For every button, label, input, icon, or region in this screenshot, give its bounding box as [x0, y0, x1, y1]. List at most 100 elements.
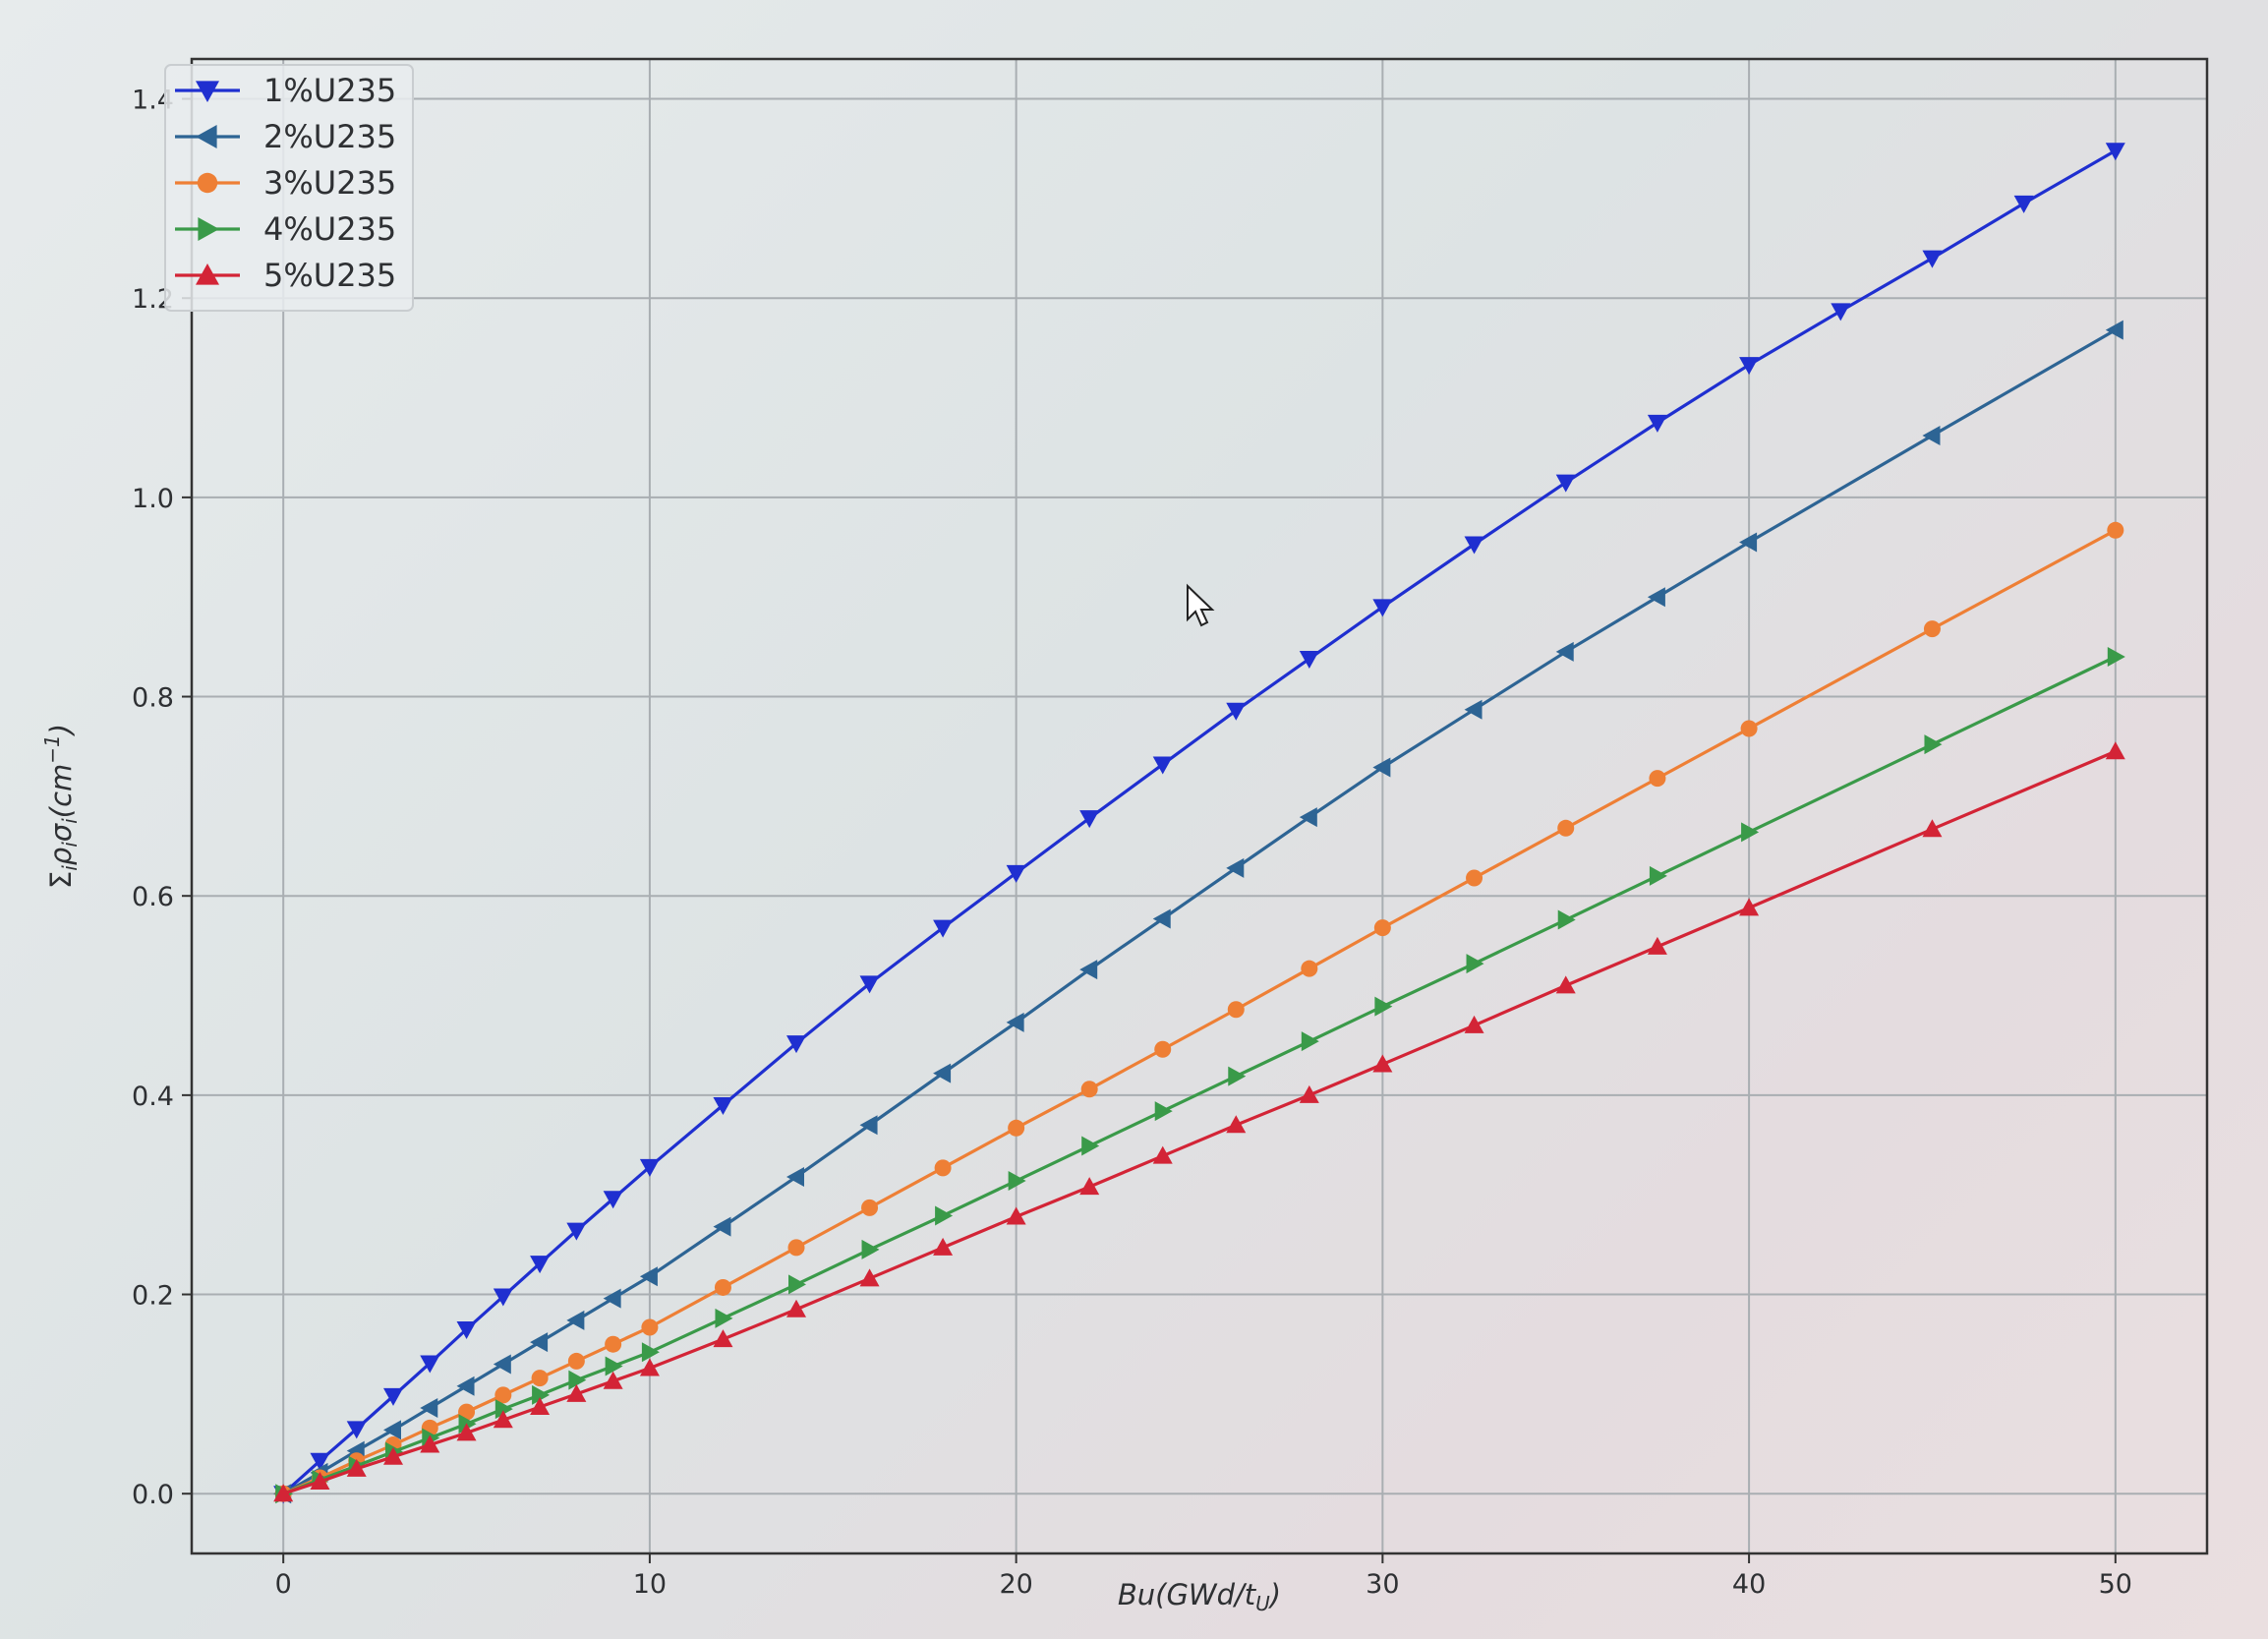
data-point	[1739, 357, 1760, 376]
data-point	[641, 1318, 659, 1336]
data-point	[1739, 532, 1758, 553]
data-point	[786, 1035, 806, 1054]
legend: 1%U235 2%U235 3%U235 4%U235 5%U235	[164, 64, 414, 312]
data-point	[1154, 1101, 1173, 1122]
series	[273, 143, 2125, 1504]
series-3	[274, 521, 2124, 1502]
data-point	[1464, 536, 1484, 555]
data-point	[1372, 1054, 1393, 1073]
data-point	[1649, 770, 1666, 788]
data-point	[714, 1278, 731, 1296]
y-axis-label-part: i	[58, 818, 82, 824]
data-point	[786, 1299, 806, 1317]
data-point	[1464, 699, 1483, 720]
data-point	[346, 1458, 367, 1477]
data-point	[1152, 908, 1171, 929]
legend-label: 4%U235	[263, 210, 396, 248]
data-point	[639, 1158, 660, 1177]
data-point	[532, 1384, 551, 1405]
y-axis-label-part: i	[58, 865, 82, 871]
data-point	[1079, 1177, 1100, 1196]
data-point	[420, 1434, 440, 1453]
data-point	[639, 1358, 660, 1376]
data-point	[1080, 1081, 1098, 1098]
data-point	[713, 1097, 733, 1115]
data-point	[1557, 819, 1575, 837]
data-point	[933, 1237, 954, 1256]
data-point	[420, 1398, 438, 1419]
data-point	[603, 1191, 623, 1209]
legend-item: 5%U235	[175, 257, 396, 294]
data-point	[1740, 720, 1758, 737]
x-axis-label-close: )	[1268, 1578, 1281, 1611]
data-point	[641, 1342, 660, 1363]
data-point	[788, 1274, 806, 1295]
y-tick-label: 0.8	[132, 683, 174, 714]
data-point	[566, 1222, 587, 1241]
data-point	[605, 1335, 622, 1353]
data-point	[1741, 822, 1760, 843]
data-point	[1152, 1145, 1173, 1164]
data-point	[715, 1308, 733, 1328]
x-tick-label: 0	[275, 1569, 292, 1600]
x-axis-label-sub: U	[1255, 1592, 1270, 1615]
y-axis-label-part: (cm	[44, 764, 78, 819]
data-point	[2107, 521, 2124, 539]
legend-item: 3%U235	[175, 164, 396, 202]
y-tick-label: 0.2	[132, 1281, 174, 1312]
mouse-pointer-icon	[1187, 583, 1215, 627]
data-point	[1647, 936, 1667, 955]
series-1	[273, 143, 2125, 1504]
legend-marker	[197, 172, 218, 194]
y-axis-label-part: )	[44, 724, 78, 736]
data-point	[1299, 1084, 1319, 1103]
data-point	[1647, 414, 1667, 433]
legend-marker	[196, 125, 217, 148]
data-point	[530, 1397, 551, 1416]
data-point	[493, 1410, 513, 1429]
data-point	[1555, 975, 1576, 994]
data-point	[935, 1205, 954, 1226]
data-point	[1922, 819, 1943, 838]
data-point	[1301, 960, 1318, 977]
data-point	[1373, 919, 1391, 937]
data-point	[383, 1420, 401, 1440]
y-axis-label-part: i	[58, 842, 82, 848]
data-point	[567, 1352, 585, 1370]
data-point	[530, 1332, 549, 1353]
data-point	[1008, 1171, 1026, 1192]
data-point	[494, 1399, 513, 1420]
y-tick-label: 0.4	[132, 1082, 174, 1112]
x-tick-label: 50	[2099, 1569, 2132, 1600]
data-point	[346, 1421, 367, 1439]
data-point	[1227, 1001, 1245, 1019]
data-point	[933, 1063, 952, 1083]
data-point	[933, 919, 954, 938]
data-point	[1466, 869, 1483, 887]
data-point	[1006, 1206, 1026, 1225]
axes-frame	[190, 57, 2209, 1555]
data-point	[861, 1199, 879, 1216]
legend-label: 5%U235	[263, 257, 396, 294]
data-point	[786, 1166, 804, 1187]
data-point	[2105, 741, 2125, 760]
data-point	[861, 1239, 880, 1259]
data-point	[1226, 857, 1245, 878]
y-tick-label: 0.6	[132, 882, 174, 912]
x-tick-label: 20	[999, 1569, 1032, 1600]
x-tick-label: 40	[1732, 1569, 1766, 1600]
legend-marker	[196, 81, 219, 102]
data-point	[1008, 1119, 1025, 1137]
data-point	[458, 1414, 477, 1434]
data-point	[713, 1216, 731, 1237]
data-point	[1299, 807, 1317, 828]
data-point	[1466, 954, 1484, 974]
data-point	[456, 1321, 477, 1339]
data-point	[2105, 320, 2123, 340]
data-point	[494, 1386, 512, 1404]
data-point	[603, 1371, 623, 1389]
data-point	[420, 1355, 440, 1374]
data-point	[1299, 651, 1319, 670]
